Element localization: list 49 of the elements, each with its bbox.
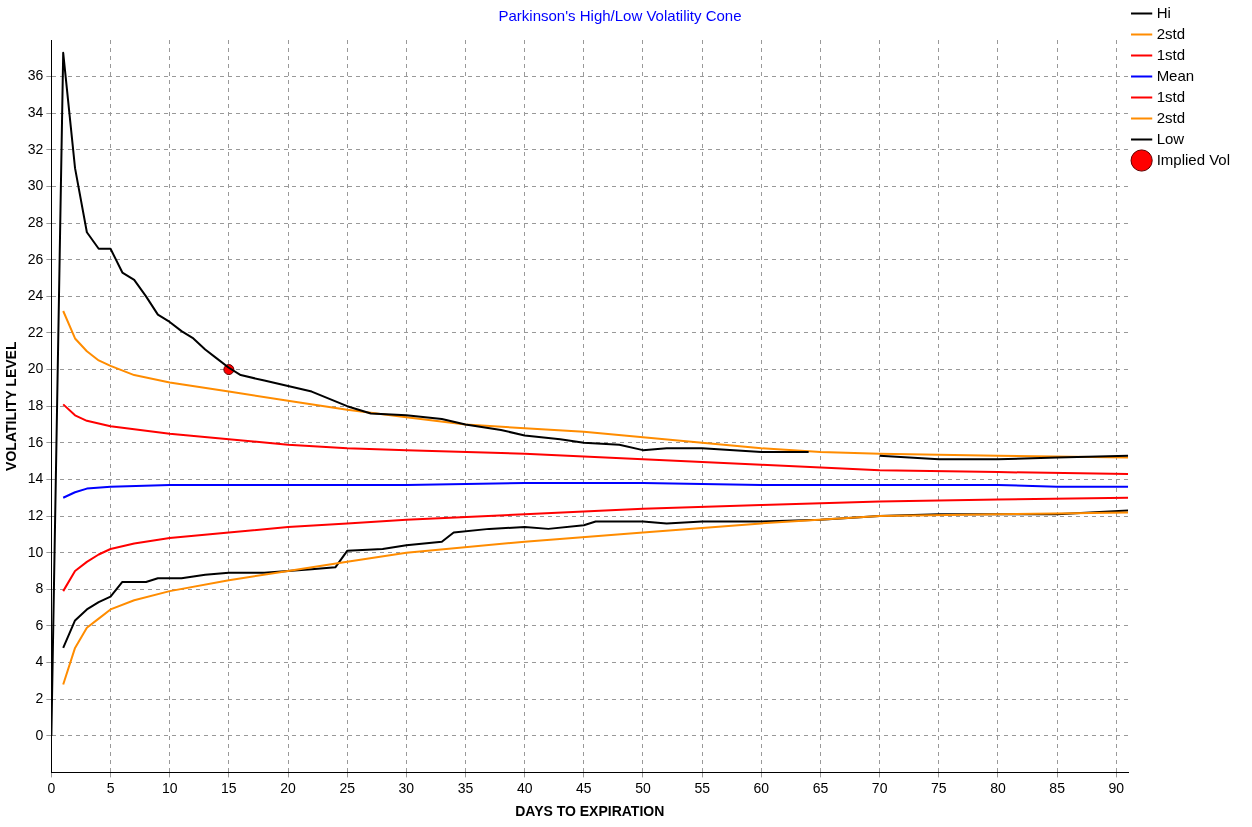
x-tick-label: 45 bbox=[576, 779, 592, 796]
x-tick-label: 80 bbox=[990, 779, 1006, 796]
x-tick-label: 25 bbox=[339, 779, 356, 796]
x-tick-label: 60 bbox=[753, 779, 770, 796]
x-tick-label: 50 bbox=[635, 779, 651, 796]
legend-label: Implied Vol bbox=[1156, 150, 1230, 168]
x-tick-label: 0 bbox=[47, 779, 56, 796]
y-tick-label: 24 bbox=[27, 287, 44, 304]
legend-label: 2std bbox=[1156, 108, 1185, 126]
x-tick-label: 30 bbox=[398, 779, 415, 796]
y-tick-label: 0 bbox=[35, 726, 44, 743]
x-tick-label: 35 bbox=[457, 779, 474, 796]
legend-label: 1std bbox=[1156, 87, 1185, 105]
y-tick-label: 12 bbox=[27, 506, 44, 523]
x-tick-label: 90 bbox=[1108, 779, 1125, 796]
y-tick-label: 36 bbox=[27, 67, 44, 84]
y-tick-label: 20 bbox=[27, 360, 44, 377]
y-tick-label: 4 bbox=[35, 653, 44, 670]
y-tick-label: 32 bbox=[27, 140, 44, 157]
y-tick-label: 2 bbox=[35, 690, 44, 707]
legend-label: Low bbox=[1156, 129, 1185, 147]
x-tick-label: 55 bbox=[694, 779, 711, 796]
y-tick-label: 16 bbox=[27, 433, 44, 450]
y-tick-label: 28 bbox=[27, 213, 44, 230]
y-tick-label: 22 bbox=[27, 323, 44, 340]
y-tick-label: 10 bbox=[27, 543, 44, 560]
x-tick-label: 65 bbox=[812, 779, 829, 796]
x-tick-label: 85 bbox=[1049, 779, 1066, 796]
y-tick-label: 18 bbox=[27, 397, 44, 414]
x-axis-title: DAYS TO EXPIRATION bbox=[515, 803, 665, 820]
y-tick-label: 34 bbox=[27, 104, 44, 121]
legend-label: 1std bbox=[1156, 45, 1185, 63]
legend-label: 2std bbox=[1156, 24, 1185, 42]
y-tick-label: 26 bbox=[27, 250, 44, 267]
x-tick-label: 75 bbox=[931, 779, 947, 796]
x-tick-label: 70 bbox=[871, 779, 888, 796]
y-axis-title: VOLATILITY LEVEL bbox=[3, 341, 20, 471]
y-tick-label: 8 bbox=[35, 580, 44, 597]
chart-title: Parkinson's High/Low Volatility Cone bbox=[498, 7, 742, 25]
x-tick-label: 40 bbox=[516, 779, 533, 796]
x-tick-label: 15 bbox=[221, 779, 237, 796]
legend-label: Mean bbox=[1156, 66, 1195, 84]
x-tick-label: 20 bbox=[280, 779, 297, 796]
x-tick-label: 5 bbox=[106, 779, 115, 796]
x-tick-label: 10 bbox=[161, 779, 178, 796]
legend-label: Hi bbox=[1156, 3, 1171, 21]
y-tick-label: 6 bbox=[35, 616, 44, 633]
y-tick-label: 30 bbox=[27, 177, 44, 194]
y-tick-label: 14 bbox=[27, 470, 44, 487]
